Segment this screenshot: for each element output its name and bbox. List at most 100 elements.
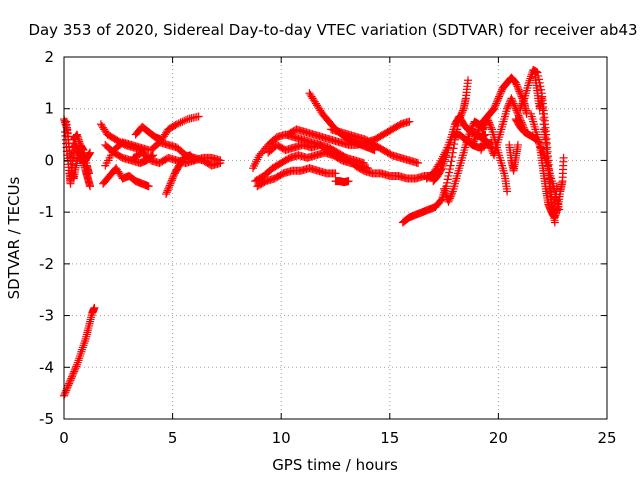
data-point	[445, 194, 454, 203]
data-point	[516, 90, 525, 99]
data-point	[447, 190, 456, 199]
data-point	[490, 104, 499, 113]
data-point	[516, 102, 525, 111]
data-point	[508, 97, 517, 106]
data-point	[537, 85, 546, 94]
data-point	[490, 102, 499, 111]
data-point	[463, 76, 472, 85]
data-point	[493, 96, 502, 105]
data-point	[491, 101, 500, 110]
y-tick-label: 0	[44, 151, 54, 169]
data-point	[485, 140, 494, 149]
data-point	[189, 155, 198, 164]
data-point	[216, 159, 225, 168]
data-point	[474, 127, 483, 136]
data-point	[503, 104, 512, 113]
data-point	[64, 381, 73, 390]
data-point	[471, 134, 480, 143]
data-point	[436, 196, 445, 205]
y-tick-label: -1	[39, 203, 54, 221]
data-point	[442, 178, 451, 187]
data-point	[469, 137, 478, 146]
data-point	[61, 388, 70, 397]
data-point	[512, 80, 521, 89]
data-point	[164, 184, 173, 193]
data-point	[75, 354, 84, 363]
data-point	[478, 142, 487, 151]
data-point	[445, 165, 454, 174]
data-point	[515, 87, 524, 96]
data-point	[516, 104, 525, 113]
data-point	[84, 169, 93, 178]
data-point	[68, 371, 77, 380]
data-point	[444, 171, 453, 180]
x-axis: 0 5 10 15 20 25	[59, 57, 617, 447]
data-point	[513, 84, 522, 93]
data-point	[180, 116, 189, 125]
data-point	[67, 374, 76, 383]
data-point	[80, 336, 89, 345]
data-point	[509, 99, 518, 108]
data-point	[447, 157, 456, 166]
data-point	[162, 188, 171, 197]
data-point	[63, 383, 72, 392]
data-point	[405, 117, 414, 126]
data-point	[553, 182, 562, 191]
data-point	[167, 177, 176, 186]
data-point	[62, 386, 71, 395]
data-point	[75, 352, 84, 361]
data-point	[70, 365, 79, 374]
data-point	[178, 117, 187, 126]
data-point	[78, 345, 87, 354]
data-point	[66, 376, 75, 385]
data-point	[497, 87, 506, 96]
data-point	[473, 128, 482, 137]
data-point	[331, 169, 340, 178]
data-point	[80, 339, 89, 348]
data-point	[526, 74, 535, 83]
data-point	[342, 156, 351, 165]
data-point	[414, 159, 423, 168]
data-point	[559, 153, 568, 162]
data-point	[445, 168, 454, 177]
data-points	[60, 65, 568, 400]
data-point	[67, 372, 76, 381]
x-tick-label: 25	[597, 429, 616, 447]
data-point	[510, 101, 519, 110]
data-point	[468, 140, 477, 149]
data-point	[168, 174, 177, 183]
x-axis-label: GPS time / hours	[272, 456, 398, 474]
chart-title: Day 353 of 2020, Sidereal Day-to-day VTE…	[28, 21, 637, 39]
data-point	[446, 161, 455, 170]
data-point	[163, 186, 172, 195]
y-tick-label: -2	[39, 255, 54, 273]
data-point	[443, 175, 452, 184]
x-tick-label: 20	[489, 429, 508, 447]
data-point	[72, 362, 81, 371]
data-point	[79, 341, 88, 350]
plot-frame	[63, 56, 608, 420]
data-point	[519, 96, 528, 105]
data-point	[513, 82, 522, 91]
data-point	[492, 97, 501, 106]
data-point	[517, 101, 526, 110]
data-point	[471, 132, 480, 141]
data-point	[518, 99, 527, 108]
data-point	[166, 179, 175, 188]
data-point	[149, 151, 158, 160]
data-point	[486, 121, 495, 130]
data-point	[78, 343, 87, 352]
data-point	[445, 196, 454, 205]
data-point	[511, 78, 520, 87]
data-point	[167, 176, 176, 185]
data-point	[344, 177, 353, 186]
data-point	[169, 172, 178, 181]
data-point	[468, 122, 477, 131]
data-point	[446, 192, 455, 201]
data-point	[495, 92, 504, 101]
data-point	[508, 96, 517, 105]
x-tick-label: 15	[380, 429, 399, 447]
data-point	[190, 156, 199, 165]
data-point	[458, 108, 467, 117]
data-point	[494, 94, 503, 103]
